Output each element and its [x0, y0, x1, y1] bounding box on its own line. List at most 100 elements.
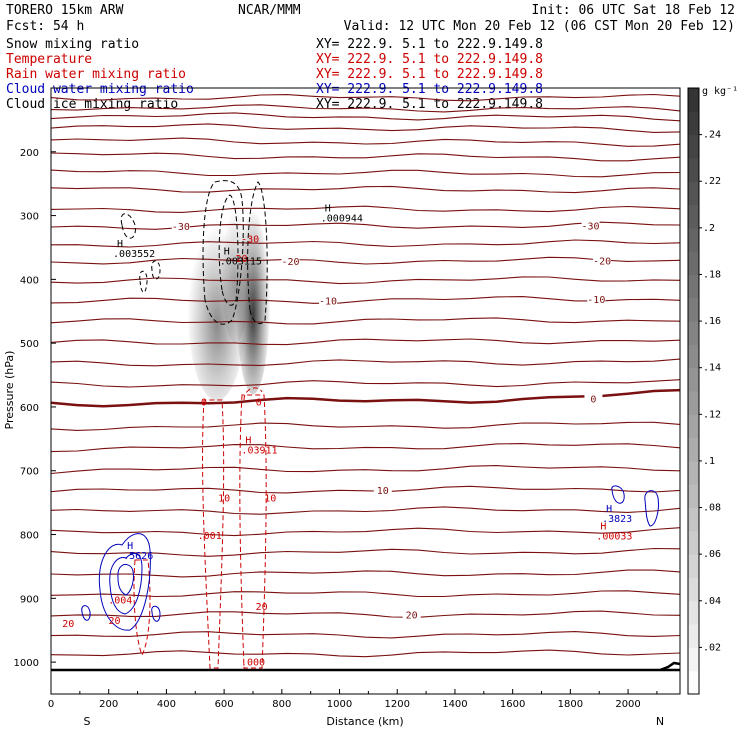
colorbar-swatch [688, 414, 699, 439]
cloud-contour-sw-inner [117, 564, 134, 596]
isotherm [50, 152, 681, 162]
x-tick-label: 2000 [615, 699, 640, 710]
field-name: Rain water mixing ratio [6, 67, 186, 82]
ice-contour-low [139, 270, 148, 293]
rain-contour-right [239, 394, 267, 669]
isotherm [50, 527, 681, 537]
colorbar-tick-label: .04 [703, 596, 721, 607]
cloud-contour-ne1 [611, 485, 625, 504]
maxima-labels: H.003552 H.003115H.000944H.03911H.00033H.… [113, 203, 632, 561]
colorbar-frame [687, 87, 700, 695]
field-name: Cloud water mixing ratio [6, 82, 194, 97]
colorbar-tick-label: .14 [703, 363, 721, 374]
isotherm-label: -30 [582, 221, 600, 232]
colorbar-tick-label: .18 [703, 269, 721, 280]
max-marker-h: H [600, 522, 606, 533]
max-value: .003552 [113, 249, 155, 260]
isotherm [50, 104, 681, 113]
isotherm [50, 123, 681, 133]
field-xy: XY= 222.9. 5.1 to 222.9.149.8 [316, 37, 543, 52]
colorbar-tick-label: .1 [703, 456, 715, 467]
forecast-hour: Fcst: 54 h [6, 19, 84, 34]
y-tick-label: 300 [20, 212, 39, 223]
colorbar-swatch [688, 437, 699, 462]
y-tick-label: 500 [20, 339, 39, 350]
field-xy: XY= 222.9. 5.1 to 222.9.149.8 [316, 67, 543, 82]
isotherm [50, 93, 681, 102]
isotherm [50, 590, 681, 598]
isotherm-label-bg [402, 608, 421, 621]
isotherm-label-bg [584, 392, 603, 405]
y-tick-label: 800 [20, 531, 39, 542]
contour-label: -20 [230, 254, 248, 265]
isotherm-label-bg [587, 292, 606, 305]
colorbar-swatch [688, 88, 699, 112]
max-value: .000944 [321, 213, 363, 224]
max-marker-h: H [224, 247, 230, 258]
colorbar-swatch [688, 460, 699, 485]
colorbar-swatch [688, 624, 699, 648]
isotherm [50, 610, 681, 618]
axes: 0 200 400 600 800 1000 1200 1400 1600 1800 2000200… [14, 148, 658, 710]
ice-contour-main [202, 180, 244, 325]
contour-label: 0 [256, 398, 262, 409]
colorbar-tick-label: .08 [703, 503, 721, 514]
colorbar-swatch [688, 670, 699, 695]
colorbar-swatch [688, 391, 699, 415]
colorbar-swatch [688, 554, 699, 578]
colorbar-swatch [688, 251, 699, 275]
ice-contour-inner [218, 194, 239, 306]
temperature-isotherms [50, 93, 681, 658]
colorbar-tick-label: .16 [703, 316, 721, 327]
field-name: Temperature [6, 52, 92, 67]
x-tick-label: 600 [215, 699, 234, 710]
contour-labels: -30 -30 -20 -20 -10 -10 0 10 20 -30 -20 0 0 10 10 20 20 2… [62, 219, 611, 668]
y-tick-label: 600 [20, 403, 39, 414]
x-axis-title: Distance (km) [326, 715, 403, 728]
center-label: NCAR/MMM [238, 3, 301, 18]
ice-contour-right [247, 181, 268, 325]
colorbar: .02 .04 .06 .08 .1 .12 .14 .16 .18 .2 .22 .24 [687, 87, 721, 695]
isotherm [50, 379, 681, 388]
isotherm [50, 649, 681, 658]
max-value: .03911 [241, 446, 277, 457]
x-tick-label: 1600 [500, 699, 525, 710]
max-marker-h: H [245, 436, 251, 447]
colorbar-tick-label: .24 [703, 130, 721, 141]
isotherm-label-bg [281, 255, 300, 268]
isotherm-label: -10 [587, 295, 605, 306]
field-name: Snow mixing ratio [6, 37, 139, 52]
colorbar-swatch [688, 484, 699, 509]
max-value: .5626 [123, 551, 153, 562]
colorbar-swatch [688, 600, 699, 625]
max-marker-h: H [127, 541, 133, 552]
x-tick-label: 1400 [442, 699, 467, 710]
field-xy: XY= 222.9. 5.1 to 222.9.149.8 [316, 52, 543, 67]
y-axis-title: Pressure (hPa) [3, 351, 16, 430]
colorbar-unit: g kg⁻¹ [702, 86, 738, 97]
x-tick-label: 1200 [385, 699, 410, 710]
max-marker-h: H [325, 203, 331, 214]
max-marker-h: H [606, 504, 612, 515]
x-tick-label: 1000 [327, 699, 352, 710]
isotherm [50, 169, 681, 178]
isotherm [50, 631, 681, 639]
colorbar-swatch [688, 204, 699, 229]
field-legend: Snow mixing ratio XY= 222.9. 5.1 to 222.9… [6, 37, 543, 112]
colorbar-swatch [688, 507, 699, 532]
isotherm [50, 443, 681, 453]
cloud-contour-sw-mid [109, 552, 143, 615]
isotherm-label-bg [373, 483, 392, 496]
model-title: TORERO 15km ARW [6, 3, 124, 18]
y-tick-label: 900 [20, 594, 39, 605]
isotherm-label: 10 [377, 486, 389, 497]
colorbar-swatch [688, 344, 699, 369]
isotherm [50, 358, 681, 367]
rain-contour-left [202, 399, 225, 669]
cloud-contour-sw-small2 [151, 605, 161, 622]
cloud-contour-sw-outer [98, 533, 151, 631]
contour-label: 20 [256, 602, 268, 613]
isotherm [50, 276, 681, 285]
max-value: .3823 [602, 514, 632, 525]
isotherm [50, 465, 681, 475]
